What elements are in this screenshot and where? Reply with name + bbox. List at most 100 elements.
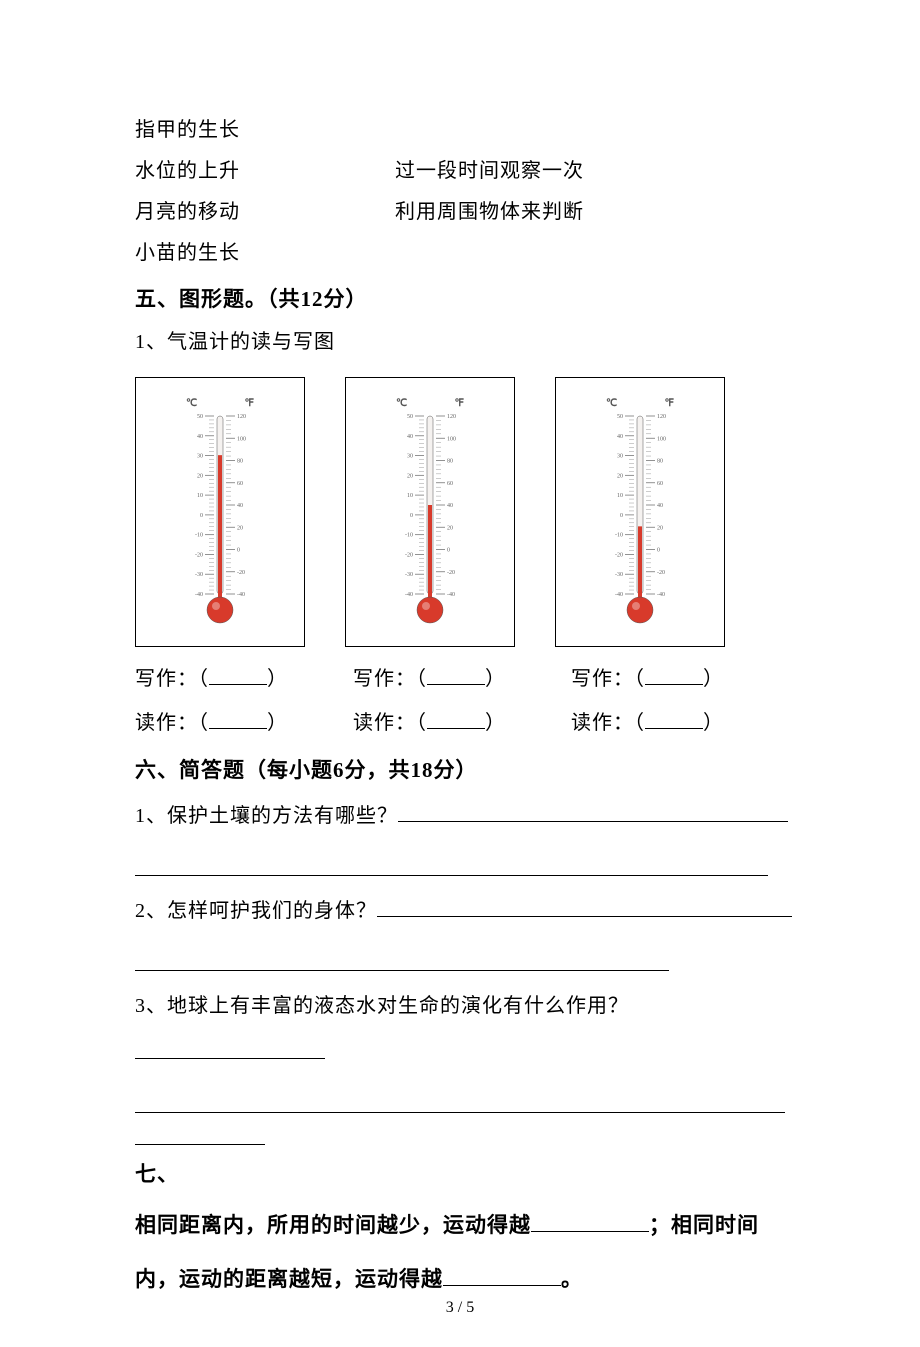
q1-text: 1、保护土壤的方法有哪些？ — [135, 805, 398, 827]
svg-text:-40: -40 — [405, 592, 413, 598]
svg-text:20: 20 — [447, 525, 453, 531]
matching-right-2: 过一段时间观察一次 — [395, 151, 584, 192]
s7-blank2[interactable] — [443, 1262, 561, 1286]
matching-row-2: 水位的上升 过一段时间观察一次 — [135, 151, 795, 192]
svg-text:40: 40 — [407, 434, 413, 440]
read-row: 读作：（） 读作：（） 读作：（） — [135, 701, 795, 745]
matching-left-2: 水位的上升 — [135, 151, 395, 192]
read-blank-3[interactable] — [645, 706, 703, 729]
write-label-2: 写作： — [353, 668, 416, 690]
svg-text:40: 40 — [657, 503, 663, 509]
svg-text:80: 80 — [447, 459, 453, 465]
write-blank-3[interactable] — [645, 662, 703, 685]
read-cell-1: 读作：（） — [135, 701, 353, 745]
svg-text:50: 50 — [197, 414, 203, 420]
q3-blank-line3[interactable] — [135, 1143, 265, 1145]
write-label-1: 写作： — [135, 668, 198, 690]
celsius-label-3: ℃ — [606, 398, 617, 409]
read-label-2: 读作： — [353, 712, 416, 734]
svg-text:60: 60 — [237, 481, 243, 487]
page-number: 3 / 5 — [0, 1299, 920, 1317]
read-blank-1[interactable] — [209, 706, 267, 729]
svg-text:-20: -20 — [405, 553, 413, 559]
write-cell-3: 写作：（） — [571, 657, 789, 701]
matching-right-3: 利用周围物体来判断 — [395, 192, 584, 233]
matching-row-3: 月亮的移动 利用周围物体来判断 — [135, 192, 795, 233]
svg-text:10: 10 — [407, 493, 413, 499]
svg-text:-20: -20 — [657, 570, 665, 576]
svg-text:80: 80 — [237, 459, 243, 465]
svg-text:100: 100 — [237, 436, 246, 442]
q2-blank-inline[interactable] — [377, 894, 792, 917]
svg-text:0: 0 — [410, 513, 413, 519]
q1-blank-inline[interactable] — [398, 799, 788, 822]
svg-text:120: 120 — [657, 414, 666, 420]
svg-text:40: 40 — [447, 503, 453, 509]
svg-text:30: 30 — [197, 454, 203, 460]
svg-text:20: 20 — [197, 474, 203, 480]
svg-text:-40: -40 — [615, 592, 623, 598]
svg-text:40: 40 — [197, 434, 203, 440]
svg-text:-10: -10 — [615, 533, 623, 539]
matching-row-4: 小苗的生长 — [135, 233, 795, 274]
svg-text:-40: -40 — [237, 592, 245, 598]
svg-text:0: 0 — [200, 513, 203, 519]
svg-text:-40: -40 — [447, 592, 455, 598]
thermo-svg-1: 50403020100-10-20-30-40120100806040200-2… — [180, 402, 260, 632]
q3-blank-line2[interactable] — [135, 1111, 785, 1113]
thermometer-1: ℃ ℉ 50403020100-10-20-30-401201008060402… — [135, 377, 305, 647]
s7-part3: 。 — [561, 1267, 583, 1291]
svg-text:20: 20 — [237, 525, 243, 531]
write-blank-1[interactable] — [209, 662, 267, 685]
svg-text:10: 10 — [197, 493, 203, 499]
svg-text:20: 20 — [617, 474, 623, 480]
matching-row-1: 指甲的生长 — [135, 110, 795, 151]
section7-text: 相同距离内，所用的时间越少，运动得越；相同时间内，运动的距离越短，运动得越。 — [135, 1198, 795, 1307]
matching-left-1: 指甲的生长 — [135, 110, 395, 151]
matching-left-4: 小苗的生长 — [135, 233, 395, 274]
svg-text:-30: -30 — [405, 572, 413, 578]
section5-heading: 五、图形题。（共12分） — [135, 276, 795, 322]
svg-text:80: 80 — [657, 459, 663, 465]
read-cell-3: 读作：（） — [571, 701, 789, 745]
svg-text:30: 30 — [407, 454, 413, 460]
write-cell-2: 写作：（） — [353, 657, 571, 701]
svg-text:120: 120 — [447, 414, 456, 420]
svg-text:-20: -20 — [195, 553, 203, 559]
svg-text:60: 60 — [447, 481, 453, 487]
q2-text: 2、怎样呵护我们的身体？ — [135, 900, 377, 922]
write-blank-2[interactable] — [427, 662, 485, 685]
svg-text:40: 40 — [237, 503, 243, 509]
svg-text:60: 60 — [657, 481, 663, 487]
svg-text:50: 50 — [617, 414, 623, 420]
svg-text:30: 30 — [617, 454, 623, 460]
read-blank-2[interactable] — [427, 706, 485, 729]
svg-text:-20: -20 — [237, 570, 245, 576]
s7-blank1[interactable] — [531, 1207, 649, 1231]
q2-blank-line2[interactable] — [135, 969, 669, 971]
thermo-svg-2: 50403020100-10-20-30-40120100806040200-2… — [390, 402, 470, 632]
q3-blank-inline[interactable] — [135, 1036, 325, 1059]
celsius-label-2: ℃ — [396, 398, 407, 409]
svg-text:40: 40 — [617, 434, 623, 440]
worksheet-page: 指甲的生长 水位的上升 过一段时间观察一次 月亮的移动 利用周围物体来判断 小苗… — [0, 0, 920, 1347]
svg-text:-30: -30 — [195, 572, 203, 578]
write-label-3: 写作： — [571, 668, 634, 690]
svg-text:0: 0 — [620, 513, 623, 519]
svg-text:-30: -30 — [615, 572, 623, 578]
thermometer-row: ℃ ℉ 50403020100-10-20-30-401201008060402… — [135, 377, 795, 647]
matching-left-3: 月亮的移动 — [135, 192, 395, 233]
svg-text:100: 100 — [657, 436, 666, 442]
svg-text:10: 10 — [617, 493, 623, 499]
write-row: 写作：（） 写作：（） 写作：（） — [135, 657, 795, 701]
read-cell-2: 读作：（） — [353, 701, 571, 745]
section7-heading: 七、 — [135, 1151, 795, 1197]
fahrenheit-label-3: ℉ — [664, 398, 674, 409]
fahrenheit-label-2: ℉ — [454, 398, 464, 409]
svg-text:-20: -20 — [615, 553, 623, 559]
read-label-1: 读作： — [135, 712, 198, 734]
q1-blank-line2[interactable] — [135, 874, 768, 876]
read-label-3: 读作： — [571, 712, 634, 734]
svg-text:-40: -40 — [657, 592, 665, 598]
svg-text:-10: -10 — [405, 533, 413, 539]
